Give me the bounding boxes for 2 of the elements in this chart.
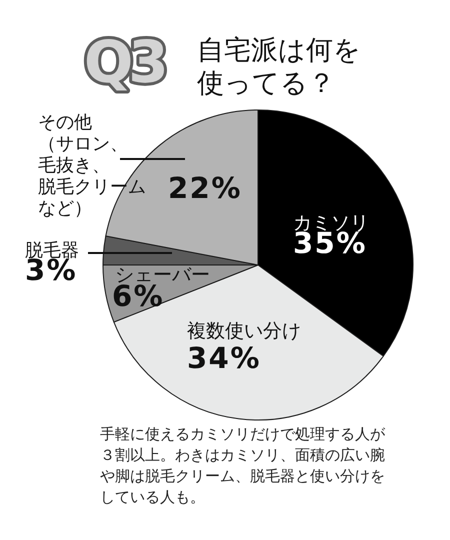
title: 自宅派は何を使ってる？ xyxy=(197,35,361,99)
annotation: 手軽に使えるカミソリだけで処理する人が３割以上。わきはカミソリ、面積の広い腕や脚は脱毛クリーム、脱毛器と使い分けをしている人も。 xyxy=(100,425,385,506)
